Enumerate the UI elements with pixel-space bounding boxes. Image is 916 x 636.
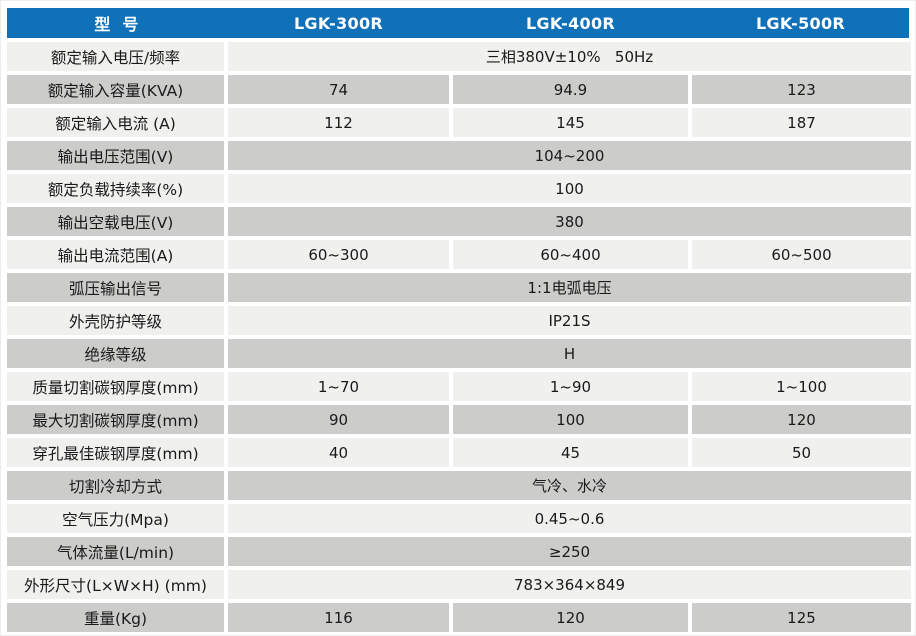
merged-value-cell: 104~200 [228, 141, 911, 170]
row-label: 最大切割碳钢厚度(mm) [7, 405, 224, 434]
row-label: 穿孔最佳碳钢厚度(mm) [7, 438, 224, 467]
value-cell: 187 [692, 108, 911, 137]
value-cell: 145 [453, 108, 688, 137]
row-label: 额定输入电流 (A) [7, 108, 224, 137]
merged-value-cell: 783×364×849 [228, 570, 911, 599]
row-label: 质量切割碳钢厚度(mm) [7, 372, 224, 401]
row-label: 重量(Kg) [7, 603, 224, 632]
merged-value-cell: 380 [228, 207, 911, 236]
table-row: 外壳防护等级 IP21S [7, 306, 911, 335]
value-cell: 60~400 [453, 240, 688, 269]
value-cell: 94.9 [453, 75, 688, 104]
value-cell: 120 [453, 603, 688, 632]
table-row: 绝缘等级 H [7, 339, 911, 368]
value-cell: 123 [692, 75, 911, 104]
table-row: 输出空载电压(V) 380 [7, 207, 911, 236]
value-cell: 40 [228, 438, 449, 467]
table-row: 弧压输出信号 1:1电弧电压 [7, 273, 911, 302]
value-cell: 60~300 [228, 240, 449, 269]
table-row: 穿孔最佳碳钢厚度(mm) 40 45 50 [7, 438, 911, 467]
table-body: 额定输入电压/频率 三相380V±10% 50Hz 额定输入容量(KVA) 74 94.… [7, 42, 911, 632]
table-row: 切割冷却方式 气冷、水冷 [7, 471, 911, 500]
value-cell: 60~500 [692, 240, 911, 269]
row-label: 气体流量(L/min) [7, 537, 224, 566]
merged-value-cell: 1:1电弧电压 [228, 273, 911, 302]
value-cell: 45 [453, 438, 688, 467]
row-label: 输出空载电压(V) [7, 207, 224, 236]
table-row: 输出电压范围(V) 104~200 [7, 141, 911, 170]
table-row: 重量(Kg) 116 120 125 [7, 603, 911, 632]
value-cell: 1~90 [453, 372, 688, 401]
row-label: 额定输入容量(KVA) [7, 75, 224, 104]
table-row: 空气压力(Mpa) 0.45~0.6 [7, 504, 911, 533]
value-cell: 125 [692, 603, 911, 632]
row-label: 绝缘等级 [7, 339, 224, 368]
table-row: 额定输入电流 (A) 112 145 187 [7, 108, 911, 137]
row-label: 外壳防护等级 [7, 306, 224, 335]
table-header-row: 型 号 LGK-300R LGK-400R LGK-500R [7, 8, 909, 38]
merged-value-cell: 0.45~0.6 [228, 504, 911, 533]
header-column-lgk500r: LGK-500R [755, 13, 846, 33]
value-cell: 120 [692, 405, 911, 434]
row-label: 输出电流范围(A) [7, 240, 224, 269]
merged-value-cell: 100 [228, 174, 911, 203]
row-label: 输出电压范围(V) [7, 141, 224, 170]
value-cell: 1~100 [692, 372, 911, 401]
merged-value-cell: ≥250 [228, 537, 911, 566]
row-label: 外形尺寸(L×W×H) (mm) [7, 570, 224, 599]
merged-value-cell: 三相380V±10% 50Hz [228, 42, 911, 71]
table-row: 气体流量(L/min) ≥250 [7, 537, 911, 566]
row-label: 额定输入电压/频率 [7, 42, 224, 71]
table-row: 额定负载持续率(%) 100 [7, 174, 911, 203]
value-cell: 74 [228, 75, 449, 104]
merged-value-cell: 气冷、水冷 [228, 471, 911, 500]
table-row: 质量切割碳钢厚度(mm) 1~70 1~90 1~100 [7, 372, 911, 401]
merged-value-cell: IP21S [228, 306, 911, 335]
value-cell: 100 [453, 405, 688, 434]
table-row: 额定输入容量(KVA) 74 94.9 123 [7, 75, 911, 104]
header-column-lgk400r: LGK-400R [525, 13, 616, 33]
value-cell: 50 [692, 438, 911, 467]
value-cell: 116 [228, 603, 449, 632]
value-cell: 112 [228, 108, 449, 137]
row-label: 弧压输出信号 [7, 273, 224, 302]
row-label: 额定负载持续率(%) [7, 174, 224, 203]
table-row: 外形尺寸(L×W×H) (mm) 783×364×849 [7, 570, 911, 599]
value-cell: 90 [228, 405, 449, 434]
table-row: 额定输入电压/频率 三相380V±10% 50Hz [7, 42, 911, 71]
header-model-label: 型 号 [94, 15, 139, 34]
merged-value-cell: H [228, 339, 911, 368]
table-row: 最大切割碳钢厚度(mm) 90 100 120 [7, 405, 911, 434]
row-label: 切割冷却方式 [7, 471, 224, 500]
value-cell: 1~70 [228, 372, 449, 401]
row-label: 空气压力(Mpa) [7, 504, 224, 533]
table-row: 输出电流范围(A) 60~300 60~400 60~500 [7, 240, 911, 269]
header-column-lgk300r: LGK-300R [293, 13, 384, 33]
